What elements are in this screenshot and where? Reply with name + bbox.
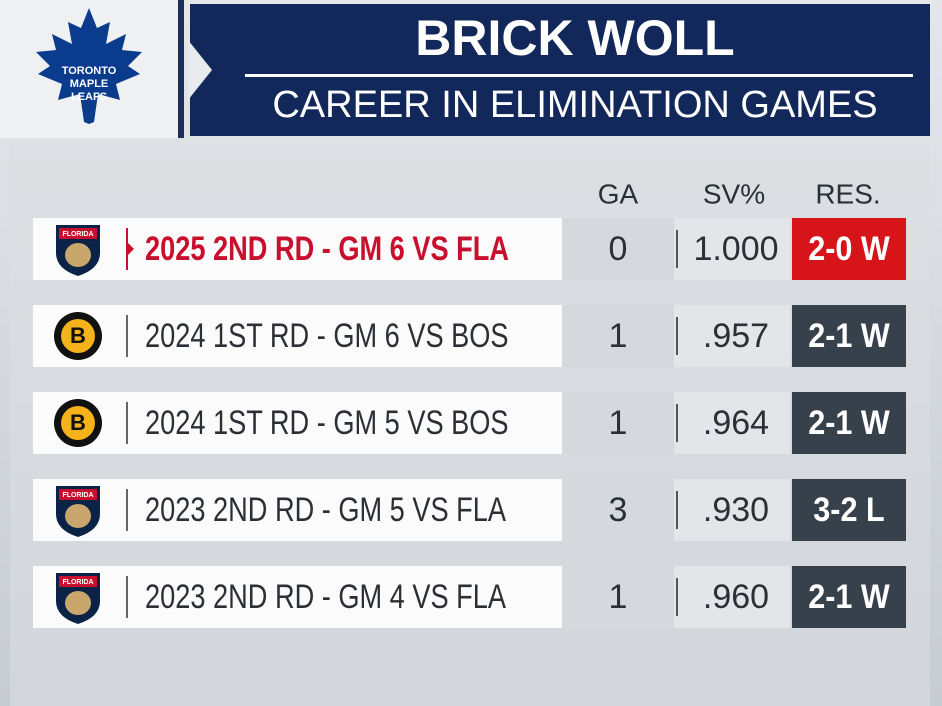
logo-text: LEAFS bbox=[71, 91, 107, 103]
header-panel bbox=[190, 4, 930, 136]
title-rule bbox=[245, 74, 913, 77]
sv-cell bbox=[674, 566, 790, 628]
game-label: 2024 1ST RD - GM 6 VS BOS bbox=[145, 316, 509, 355]
save-percentage: .960 bbox=[703, 578, 769, 616]
team-logo-panther bbox=[65, 243, 91, 267]
column-header: GA bbox=[598, 178, 639, 209]
logo-divider bbox=[126, 228, 128, 270]
result: 3-2 L bbox=[813, 491, 884, 529]
team-logo-text: FLORIDA bbox=[62, 231, 93, 238]
column-header: SV% bbox=[703, 178, 765, 209]
sv-divider bbox=[676, 578, 678, 616]
maple-leaf bbox=[36, 8, 142, 124]
team-logo-text: B bbox=[70, 323, 86, 348]
row-label-cell bbox=[33, 566, 562, 628]
game-label: 2023 2ND RD - GM 4 VS FLA bbox=[145, 577, 506, 616]
result-cell bbox=[792, 566, 906, 628]
team-logo-text: FLORIDA bbox=[62, 492, 93, 499]
result: 2-1 W bbox=[808, 578, 890, 616]
goals-against: 0 bbox=[609, 230, 628, 268]
sv-divider bbox=[676, 230, 678, 268]
logo-divider bbox=[126, 402, 128, 444]
table: GA SV% RES. FLORIDA 2025 2ND RD - GM 6 VS FL… bbox=[33, 178, 906, 628]
logo-text: TORONTO bbox=[62, 65, 117, 77]
row-label-cell bbox=[33, 479, 562, 541]
game-label: 2025 2ND RD - GM 6 VS FLA bbox=[145, 229, 509, 268]
team-logo-band bbox=[59, 576, 97, 587]
row-label-cell bbox=[33, 218, 562, 280]
ga-cell bbox=[562, 566, 674, 628]
goals-against: 3 bbox=[609, 491, 628, 529]
team-logo-ring bbox=[61, 319, 95, 353]
row-label-cell bbox=[33, 305, 562, 367]
result-cell bbox=[792, 392, 906, 454]
result-cell bbox=[792, 305, 906, 367]
row-marker bbox=[128, 243, 134, 255]
result: 2-0 W bbox=[808, 230, 890, 268]
logo-divider bbox=[178, 0, 184, 138]
sv-cell bbox=[674, 479, 790, 541]
game-label: 2023 2ND RD - GM 5 VS FLA bbox=[145, 490, 506, 529]
title: BRICK WOLL bbox=[415, 10, 734, 66]
logo-divider bbox=[126, 489, 128, 531]
result: 2-1 W bbox=[808, 404, 890, 442]
subtitle: CAREER IN ELIMINATION GAMES bbox=[272, 84, 877, 126]
ga-cell bbox=[562, 305, 674, 367]
header-chevron bbox=[188, 40, 212, 100]
result: 2-1 W bbox=[808, 317, 890, 355]
ga-cell bbox=[562, 218, 674, 280]
team-logo-ring bbox=[61, 406, 95, 440]
goals-against: 1 bbox=[609, 404, 628, 442]
logo-divider bbox=[126, 576, 128, 618]
ga-cell bbox=[562, 479, 674, 541]
sv-divider bbox=[676, 404, 678, 442]
sv-cell bbox=[674, 392, 790, 454]
team-logo-text: FLORIDA bbox=[62, 579, 93, 586]
sv-divider bbox=[676, 317, 678, 355]
save-percentage: .930 bbox=[703, 491, 769, 529]
save-percentage: .957 bbox=[703, 317, 769, 355]
ga-cell bbox=[562, 392, 674, 454]
team-logo-band bbox=[59, 228, 97, 239]
result-cell bbox=[792, 218, 906, 280]
column-header: RES. bbox=[815, 178, 880, 209]
team-logo-panther bbox=[65, 504, 91, 528]
goals-against: 1 bbox=[609, 578, 628, 616]
goals-against: 1 bbox=[609, 317, 628, 355]
row-label-cell bbox=[33, 392, 562, 454]
save-percentage: 1.000 bbox=[693, 230, 778, 268]
sv-cell bbox=[674, 305, 790, 367]
save-percentage: .964 bbox=[703, 404, 769, 442]
sv-divider bbox=[676, 491, 678, 529]
logo-divider bbox=[126, 315, 128, 357]
sv-cell bbox=[674, 218, 790, 280]
team-logo-text: B bbox=[70, 410, 86, 435]
logo-text: MAPLE bbox=[70, 78, 109, 90]
team-logo-band bbox=[59, 489, 97, 500]
game-label: 2024 1ST RD - GM 5 VS BOS bbox=[145, 403, 509, 442]
result-cell bbox=[792, 479, 906, 541]
team-logo-panther bbox=[65, 591, 91, 615]
